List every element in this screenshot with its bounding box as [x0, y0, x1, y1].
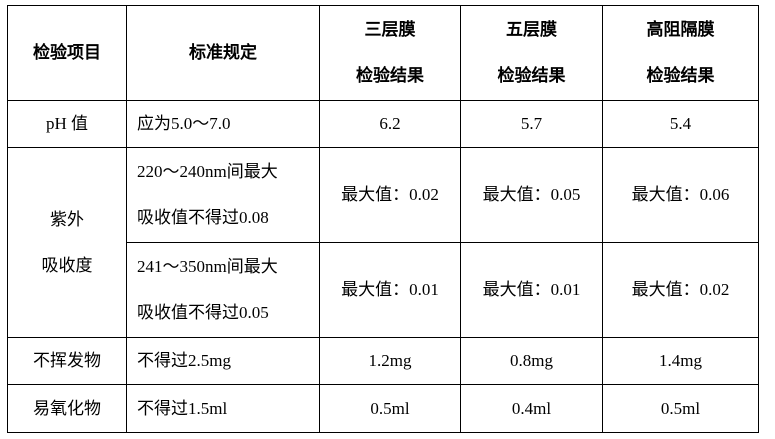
item-cell: 紫外 吸收度 — [7, 147, 127, 338]
result-cell: 5.7 — [460, 100, 603, 148]
result-cell: 6.2 — [319, 100, 461, 148]
item-cell: 易氧化物 — [7, 384, 127, 433]
result-cell: 1.2mg — [319, 337, 461, 385]
header-line: 三层膜 — [364, 20, 416, 39]
standard-cell: 不得过1.5ml — [126, 384, 320, 433]
header-three-layer: 三层膜 检验结果 — [319, 5, 461, 101]
standard-line: 吸收值不得过0.08 — [137, 208, 269, 227]
header-high-barrier: 高阻隔膜 检验结果 — [602, 5, 759, 101]
result-cell: 最大值：0.06 — [602, 147, 759, 243]
result-cell: 1.4mg — [602, 337, 759, 385]
item-line: 吸收度 — [41, 255, 93, 275]
result-cell: 最大值：0.02 — [602, 242, 759, 338]
result-cell: 5.4 — [602, 100, 759, 148]
header-line: 高阻隔膜 — [646, 20, 715, 39]
header-five-layer: 五层膜 检验结果 — [460, 5, 603, 101]
table-row: 易氧化物 不得过1.5ml 0.5ml 0.4ml 0.5ml — [7, 384, 759, 433]
item-cell: pH 值 — [7, 100, 127, 148]
result-cell: 最大值：0.05 — [460, 147, 603, 243]
item-cell: 不挥发物 — [7, 337, 127, 385]
standard-cell: 不得过2.5mg — [126, 337, 320, 385]
standard-line: 吸收值不得过0.05 — [137, 303, 269, 322]
result-cell: 最大值：0.02 — [319, 147, 461, 243]
header-line: 检验结果 — [497, 66, 566, 85]
inspection-results-table: 检验项目 标准规定 三层膜检验结果 五层膜检验结果 高阻隔膜检验结果 pH 值 … — [7, 5, 759, 433]
header-item: 检验项目 — [7, 5, 127, 101]
standard-cell: 241～350nm间最大 吸收值不得过0.05 — [126, 242, 320, 338]
result-cell: 0.4ml — [460, 384, 603, 433]
standard-cell: 220～240nm间最大 吸收值不得过0.08 — [126, 147, 320, 243]
item-line: 紫外 — [50, 209, 84, 229]
header-standard: 标准规定 — [126, 5, 320, 101]
table-row: 241～350nm间最大 吸收值不得过0.05 最大值：0.01 最大值：0.01… — [8, 242, 759, 338]
table-row: 紫外吸收度 220～240nm间最大 吸收值不得过0.08 最大值：0.02 最大… — [7, 147, 759, 338]
result-cell: 0.5ml — [602, 384, 759, 433]
result-cell: 最大值：0.01 — [319, 242, 461, 338]
result-cell: 0.8mg — [460, 337, 603, 385]
header-line: 检验结果 — [646, 66, 715, 85]
standard-line: 241～350nm间最大 — [137, 257, 278, 276]
header-line: 检验结果 — [356, 66, 424, 85]
header-row: 检验项目 标准规定 三层膜检验结果 五层膜检验结果 高阻隔膜检验结果 — [7, 5, 759, 101]
result-cell: 0.5ml — [319, 384, 461, 433]
standard-cell: 应为5.0～7.0 — [126, 100, 320, 148]
header-line: 五层膜 — [506, 20, 557, 39]
standard-line: 220～240nm间最大 — [137, 162, 278, 181]
table-row: pH 值 应为5.0～7.0 6.2 5.7 5.4 — [7, 100, 759, 148]
result-cell: 最大值：0.01 — [460, 242, 603, 338]
table-row: 不挥发物 不得过2.5mg 1.2mg 0.8mg 1.4mg — [7, 337, 759, 385]
